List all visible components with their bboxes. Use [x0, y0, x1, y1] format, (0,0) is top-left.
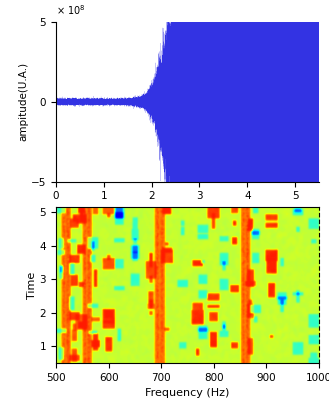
- X-axis label: Frequency (Hz): Frequency (Hz): [145, 388, 230, 398]
- X-axis label: time(s): time(s): [168, 207, 207, 217]
- Y-axis label: Time: Time: [27, 272, 37, 299]
- Y-axis label: ampitude(U.A.): ampitude(U.A.): [18, 62, 28, 141]
- Text: $\times$ 10$^{8}$: $\times$ 10$^{8}$: [56, 3, 86, 17]
